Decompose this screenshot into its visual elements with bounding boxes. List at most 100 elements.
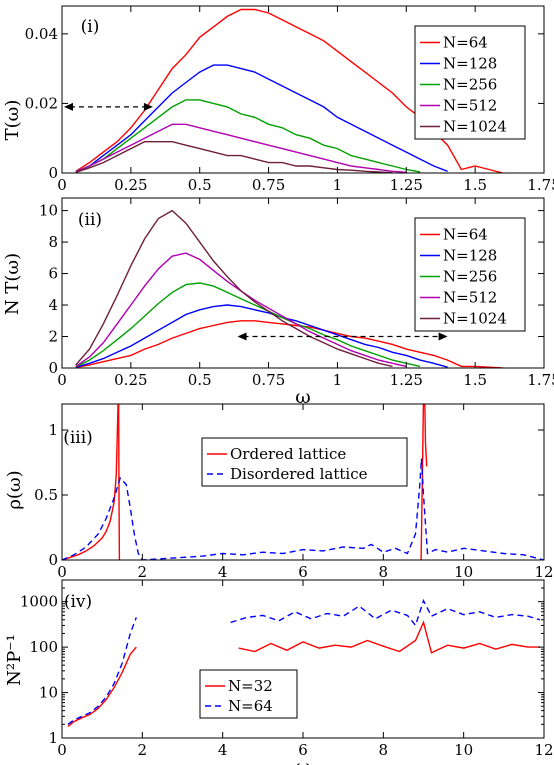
x-tick-label: 0 (57, 371, 67, 389)
y-axis-label: T(ω) (2, 100, 23, 141)
series-line-n-256 (75, 282, 421, 368)
y-tick-label: 2 (48, 328, 58, 346)
series-line-n-128 (75, 304, 448, 368)
x-tick-label: 2 (138, 741, 148, 759)
x-tick-label: 12 (534, 741, 553, 759)
panel-3 (61, 403, 545, 561)
series-line-n-512 (75, 123, 407, 173)
annotation-arrowhead-right (143, 102, 153, 111)
y-tick-label: 10 (39, 684, 58, 702)
x-tick-label: 1.5 (463, 176, 487, 194)
legend-box (414, 217, 526, 332)
y-tick-label: 0 (48, 359, 58, 377)
legend-label: Disordered lattice (230, 465, 368, 483)
y-axis-label: N T(ω) (2, 253, 23, 315)
legend-box (414, 25, 526, 140)
y-tick-label: 0.5 (34, 486, 58, 504)
y-tick-label: 1 (48, 421, 58, 439)
x-tick-label: 1.75 (527, 371, 554, 389)
legend-label: N=512 (443, 97, 497, 115)
series-line-n-64-b (230, 598, 541, 627)
y-tick-label: 0 (48, 551, 58, 569)
series-line-n-32-b (238, 620, 540, 654)
x-tick-label: 0 (57, 741, 67, 759)
axes-frame (61, 197, 545, 369)
x-tick-label: 8 (379, 563, 389, 581)
x-tick-label: 12 (534, 563, 553, 581)
series-line-n-512 (75, 252, 407, 368)
legend-box (199, 669, 298, 719)
x-axis-label: ω (295, 756, 311, 765)
x-tick-label: 6 (298, 741, 308, 759)
legend-label: N=1024 (443, 310, 507, 328)
x-tick-label: 0.25 (114, 371, 147, 389)
x-tick-label: 6 (298, 563, 308, 581)
y-tick-label: 100 (29, 638, 58, 656)
legend-label: N=32 (228, 677, 273, 695)
legend-label: N=256 (443, 268, 497, 286)
panel-label: (i) (81, 17, 100, 37)
y-tick-label: 10 (39, 202, 58, 220)
x-axis-label: ω (295, 386, 311, 408)
y-tick-label: 0 (48, 164, 58, 182)
series-line-n-1024 (75, 140, 393, 173)
y-tick-label: 0.04 (25, 25, 58, 43)
series-line-disordered-lattice (62, 458, 544, 560)
x-tick-label: 4 (218, 563, 228, 581)
legend-label: Ordered lattice (230, 445, 346, 463)
x-tick-label: 0.75 (252, 371, 285, 389)
x-tick-label: 4 (218, 741, 228, 759)
x-tick-label: 1.25 (390, 176, 423, 194)
panel-label: (iv) (64, 592, 92, 612)
legend-label: N=64 (228, 697, 273, 715)
legend-box (201, 437, 408, 487)
series-line-n-64 (67, 617, 137, 725)
x-tick-label: 1.5 (463, 371, 487, 389)
x-tick-label: 0.5 (188, 371, 212, 389)
y-tick-label: 4 (48, 296, 58, 314)
x-tick-label: 1.75 (527, 176, 554, 194)
x-tick-label: 1.25 (390, 371, 423, 389)
x-tick-label: 2 (138, 563, 148, 581)
panel-1 (61, 5, 545, 174)
legend-label: N=128 (443, 247, 497, 265)
y-axis-label: N²P⁻¹ (4, 634, 25, 686)
legend-label: N=512 (443, 289, 497, 307)
panel-label: (iii) (63, 428, 93, 448)
annotation-arrowhead-right (438, 332, 448, 341)
x-tick-label: 1 (333, 371, 343, 389)
y-tick-label: 6 (48, 265, 58, 283)
panel-4 (61, 579, 545, 739)
x-tick-label: 10 (454, 741, 473, 759)
x-tick-label: 10 (454, 563, 473, 581)
legend-label: N=128 (443, 55, 497, 73)
y-tick-label: 1 (48, 729, 58, 747)
series-line-ordered-lattice-b (420, 404, 428, 560)
series-line-n-32 (67, 646, 137, 727)
axes-frame (61, 5, 545, 174)
series-line-n-256 (75, 99, 421, 173)
panel-label: (ii) (78, 210, 102, 230)
x-tick-label: 0.75 (252, 176, 285, 194)
y-tick-label: 8 (48, 233, 58, 251)
legend-label: N=64 (443, 226, 488, 244)
x-tick-label: 0 (57, 176, 67, 194)
annotation-arrowhead-left (237, 332, 247, 341)
legend-label: N=64 (443, 34, 488, 52)
legend-label: N=256 (443, 76, 497, 94)
x-tick-label: 0.25 (114, 176, 147, 194)
x-tick-label: 1 (333, 176, 343, 194)
legend-label: N=1024 (443, 118, 507, 136)
x-tick-label: 0 (57, 563, 67, 581)
series-line-n-128 (75, 64, 448, 173)
annotation-arrowhead-left (64, 102, 73, 111)
series-line-n-1024 (75, 209, 393, 368)
panel-2 (61, 197, 545, 369)
y-tick-label: 0.02 (25, 94, 58, 112)
x-tick-label: 8 (379, 741, 389, 759)
series-line-ordered-lattice (62, 404, 121, 560)
y-axis-label: ρ(ω) (4, 470, 25, 509)
y-tick-label: 1000 (20, 593, 58, 611)
axes-frame (61, 579, 545, 739)
